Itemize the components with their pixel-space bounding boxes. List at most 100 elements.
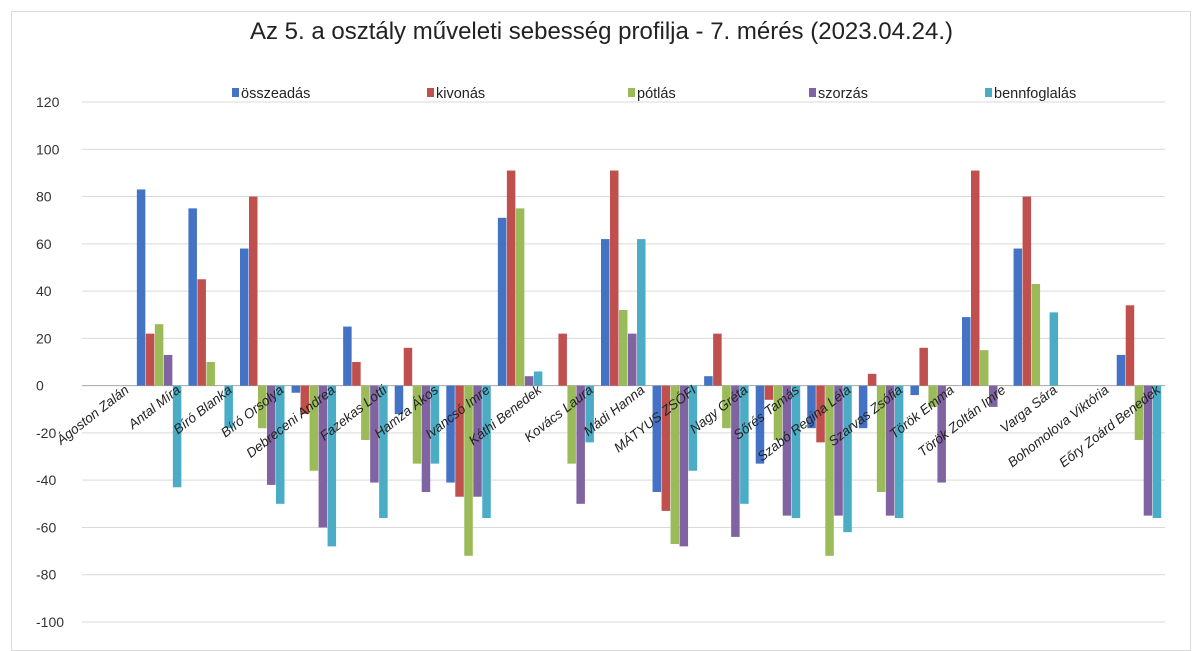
bar-2-20	[1134, 385, 1144, 440]
bar-1-1	[145, 333, 155, 386]
bar-0-8	[497, 217, 507, 386]
bar-2-9	[567, 385, 576, 464]
bar-1-11	[661, 385, 671, 511]
bar-1-6	[403, 347, 413, 386]
bar-0-3	[240, 248, 249, 386]
bar-1-4	[300, 385, 310, 414]
bar-0-5	[343, 326, 352, 386]
bar-2-14	[825, 385, 834, 556]
bar-0-11	[652, 385, 662, 492]
bar-4-11	[688, 385, 698, 471]
y-tick-label: -40	[36, 472, 56, 488]
legend-label: összeadás	[241, 86, 310, 102]
bar-0-12	[704, 376, 713, 386]
y-tick-label: 80	[36, 189, 52, 205]
bar-2-6	[412, 385, 422, 464]
bar-2-11	[670, 385, 680, 544]
bar-4-1	[172, 385, 182, 488]
bar-0-10	[601, 239, 610, 386]
y-tick-label: -80	[36, 567, 56, 583]
legend-label: szorzás	[818, 86, 868, 102]
y-tick-label: -20	[36, 425, 56, 441]
bar-0-16	[910, 385, 919, 396]
bar-4-20	[1152, 385, 1162, 518]
bar-3-11	[679, 385, 689, 547]
bar-3-10	[628, 333, 637, 386]
bar-1-7	[455, 385, 464, 497]
bar-1-17	[971, 170, 980, 386]
bar-4-3	[276, 385, 285, 504]
bar-2-12	[722, 385, 731, 429]
bar-3-17	[989, 385, 998, 407]
bar-4-12	[740, 385, 749, 504]
bar-1-3	[249, 196, 258, 386]
bar-3-14	[834, 385, 843, 516]
bar-4-8	[533, 371, 543, 386]
y-tick-label: 40	[36, 283, 52, 299]
bar-0-14	[807, 385, 816, 429]
bar-3-3	[267, 385, 276, 485]
bar-0-17	[962, 317, 971, 386]
bar-3-13	[782, 385, 792, 516]
legend-label: pótlás	[637, 86, 676, 102]
bar-2-5	[361, 385, 370, 440]
y-tick-label: 120	[36, 94, 60, 110]
chart-title: Az 5. a osztály műveleti sebesség profil…	[249, 18, 953, 45]
legend-label: kivonás	[436, 86, 485, 102]
bar-4-6	[430, 385, 440, 464]
bar-0-4	[291, 385, 301, 393]
bar-3-15	[885, 385, 895, 516]
bar-2-10	[619, 310, 628, 386]
bar-4-9	[585, 385, 594, 443]
legend-swatch	[427, 88, 434, 97]
bar-4-2	[224, 385, 233, 429]
bar-4-4	[327, 385, 337, 547]
bar-1-18	[1022, 196, 1032, 386]
bar-1-20	[1125, 305, 1135, 386]
bar-2-1	[154, 324, 164, 386]
bar-1-12	[713, 333, 722, 386]
y-tick-label: 0	[36, 378, 44, 394]
bar-0-7	[446, 385, 455, 483]
y-tick-label: -60	[36, 519, 56, 535]
bar-0-2	[188, 208, 197, 386]
bar-1-13	[764, 385, 774, 400]
bar-4-18	[1049, 312, 1059, 386]
bar-1-10	[610, 170, 619, 386]
bar-0-13	[755, 385, 765, 464]
bar-4-15	[894, 385, 904, 518]
bar-0-20	[1116, 354, 1126, 386]
bar-3-7	[473, 385, 482, 497]
bar-1-15	[867, 373, 877, 386]
bar-2-4	[309, 385, 319, 471]
legend-label: bennfoglalás	[994, 86, 1076, 102]
y-tick-label: 100	[36, 141, 60, 157]
bar-1-16	[919, 347, 928, 386]
bar-1-2	[197, 279, 206, 386]
y-tick-label: 20	[36, 330, 52, 346]
bar-2-17	[980, 350, 989, 386]
y-tick-label: -100	[36, 614, 64, 630]
bar-3-9	[576, 385, 585, 504]
bar-1-14	[816, 385, 825, 443]
bar-3-8	[524, 376, 534, 386]
category-label: Ágoston Zalán	[53, 382, 132, 448]
bar-2-13	[773, 385, 783, 440]
bar-1-8	[506, 170, 516, 386]
bar-4-5	[379, 385, 388, 518]
bar-2-16	[928, 385, 937, 407]
bar-4-7	[482, 385, 491, 518]
bar-3-12	[731, 385, 740, 537]
bar-4-10	[637, 239, 646, 386]
bar-4-13	[791, 385, 801, 518]
bar-0-1	[136, 189, 146, 386]
legend-swatch	[809, 88, 816, 97]
bar-3-5	[370, 385, 379, 483]
bar-2-3	[258, 385, 267, 429]
bar-0-18	[1013, 248, 1023, 386]
bar-3-1	[163, 354, 173, 386]
bar-3-20	[1143, 385, 1153, 516]
legend-swatch	[985, 88, 992, 97]
bar-1-5	[352, 362, 361, 386]
